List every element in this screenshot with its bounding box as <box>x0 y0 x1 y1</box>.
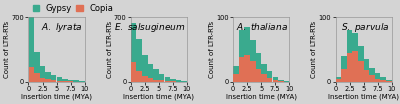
Bar <box>51 80 56 82</box>
Bar <box>62 81 68 82</box>
Bar <box>352 33 358 82</box>
Bar <box>40 78 45 82</box>
Bar <box>51 75 56 82</box>
Text: $\it{S.}$ $\it{parvula}$: $\it{S.}$ $\it{parvula}$ <box>341 21 390 34</box>
X-axis label: Insertion time (MYA): Insertion time (MYA) <box>123 93 194 100</box>
Bar <box>34 74 40 82</box>
Bar <box>181 81 187 82</box>
Bar <box>136 71 142 82</box>
Bar <box>34 52 40 82</box>
Bar <box>170 81 176 82</box>
Bar <box>153 80 159 82</box>
Bar <box>250 40 256 82</box>
Bar <box>68 80 73 82</box>
X-axis label: Insertion time (MYA): Insertion time (MYA) <box>226 93 297 100</box>
Bar <box>45 72 51 82</box>
Text: $\it{E.}$ $\it{salsugineum}$: $\it{E.}$ $\it{salsugineum}$ <box>114 21 185 34</box>
Bar <box>239 30 244 82</box>
Bar <box>278 80 284 82</box>
Bar <box>148 78 153 82</box>
Bar <box>164 81 170 82</box>
Bar <box>261 64 267 82</box>
Bar <box>386 81 392 82</box>
Bar <box>159 74 164 82</box>
Bar <box>164 77 170 82</box>
Bar <box>369 68 375 82</box>
Bar <box>40 66 45 82</box>
Bar <box>272 77 278 82</box>
Bar <box>131 23 136 82</box>
Bar <box>341 69 347 82</box>
Bar <box>272 80 278 82</box>
Bar <box>386 80 392 82</box>
Y-axis label: Count of LTR-RTs: Count of LTR-RTs <box>106 21 112 78</box>
Bar <box>244 27 250 82</box>
Bar <box>352 51 358 82</box>
Bar <box>142 76 148 82</box>
Bar <box>364 70 369 82</box>
Bar <box>45 79 51 82</box>
Bar <box>380 77 386 82</box>
Bar <box>244 55 250 82</box>
Bar <box>153 69 159 82</box>
Y-axis label: Count of LTR-RTs: Count of LTR-RTs <box>311 21 317 78</box>
Bar <box>347 53 352 82</box>
Bar <box>176 80 181 82</box>
Bar <box>278 81 284 82</box>
Bar <box>256 69 261 82</box>
Bar <box>358 61 364 82</box>
Y-axis label: Count of LTR-RTs: Count of LTR-RTs <box>209 21 215 78</box>
Bar <box>341 56 347 82</box>
Bar <box>170 79 176 82</box>
Bar <box>375 73 380 82</box>
Bar <box>56 77 62 82</box>
Bar <box>233 74 239 82</box>
Bar <box>239 57 244 82</box>
Bar <box>358 46 364 82</box>
Bar <box>369 75 375 82</box>
Bar <box>74 80 79 82</box>
Bar <box>336 77 341 82</box>
Bar <box>256 53 261 82</box>
Bar <box>79 81 84 82</box>
Bar <box>148 64 153 82</box>
Bar <box>267 78 272 82</box>
Bar <box>250 61 256 82</box>
Legend: Gypsy, Copia: Gypsy, Copia <box>33 4 114 13</box>
Bar <box>28 17 34 82</box>
Bar <box>261 74 267 82</box>
Text: $\it{A.}$ $\it{lyrata}$: $\it{A.}$ $\it{lyrata}$ <box>41 21 83 34</box>
Bar <box>380 80 386 82</box>
Bar <box>142 55 148 82</box>
Y-axis label: Count of LTR-RTs: Count of LTR-RTs <box>4 21 10 78</box>
Bar <box>56 81 62 82</box>
Bar <box>375 79 380 82</box>
Bar <box>68 81 73 82</box>
Bar <box>364 59 369 82</box>
Bar <box>28 67 34 82</box>
Bar <box>131 62 136 82</box>
Bar <box>284 81 289 82</box>
Bar <box>233 66 239 82</box>
Bar <box>336 79 341 82</box>
Bar <box>159 80 164 82</box>
Bar <box>267 71 272 82</box>
Bar <box>62 79 68 82</box>
X-axis label: Insertion time (MYA): Insertion time (MYA) <box>328 93 399 100</box>
X-axis label: Insertion time (MYA): Insertion time (MYA) <box>21 93 92 100</box>
Bar <box>136 39 142 82</box>
Text: $\it{A.}$ $\it{thaliana}$: $\it{A.}$ $\it{thaliana}$ <box>236 21 288 32</box>
Bar <box>347 30 352 82</box>
